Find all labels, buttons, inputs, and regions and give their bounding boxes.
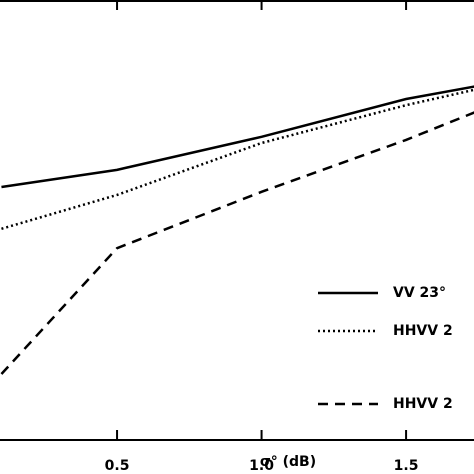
series-line: [0, 111, 474, 375]
legend-label: HHVV 2: [393, 323, 453, 339]
series-line: [1, 88, 474, 230]
plot-area: [0, 85, 474, 375]
x-tick-label: 0.5: [105, 458, 130, 474]
series-line: [1, 85, 474, 189]
legend-label: VV 23°: [393, 285, 446, 301]
x-tick-label: 1.0: [249, 458, 274, 474]
legend-label: HHVV 2: [393, 396, 453, 412]
x-tick-label: 1.5: [394, 458, 419, 474]
x-axis-label: σ° (dB): [260, 454, 316, 470]
